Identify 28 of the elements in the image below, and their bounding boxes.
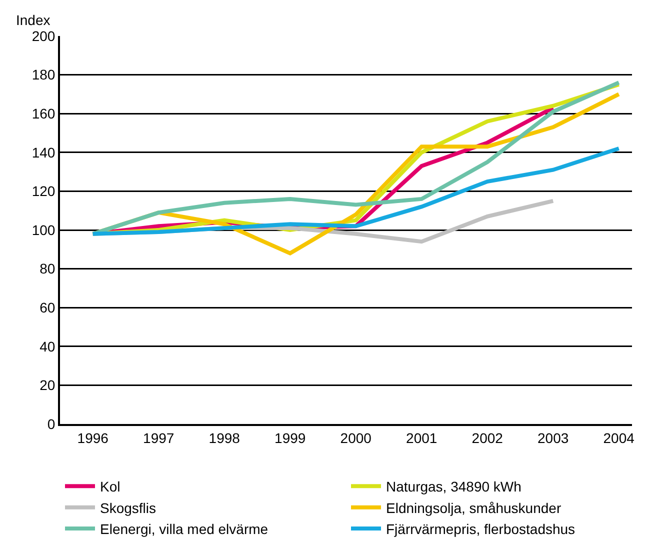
y-tick-label: 20 <box>40 377 56 394</box>
y-tick-label: 160 <box>32 106 56 122</box>
y-tick-label: 120 <box>32 183 56 200</box>
x-tick-label: 2003 <box>538 430 569 446</box>
legend-label: Kol <box>100 478 120 495</box>
x-tick-label: 1996 <box>77 430 109 446</box>
y-tick-label: 180 <box>32 66 56 83</box>
x-tick-label: 2000 <box>340 430 372 446</box>
y-tick-label: 100 <box>32 222 56 238</box>
y-tick-label: 200 <box>32 28 56 44</box>
y-tick-label: 140 <box>32 144 56 160</box>
legend-label: Eldningsolja, småhuskunder <box>386 500 562 516</box>
y-tick-label: 0 <box>47 416 56 432</box>
x-tick-label: 1997 <box>143 430 174 446</box>
x-tick-label: 2001 <box>406 430 438 446</box>
y-tick-label: 60 <box>40 300 56 316</box>
y-tick-label: 40 <box>40 338 56 354</box>
x-tick-label: 1999 <box>274 430 306 446</box>
legend-label: Naturgas, 34890 kWh <box>386 478 522 495</box>
x-tick-label: 2002 <box>472 430 504 446</box>
legend-label: Elenergi, villa med elvärme <box>100 521 268 538</box>
legend-label: Skogsflis <box>100 500 156 516</box>
y-axis-title: Index <box>16 12 50 28</box>
line-series <box>90 146 621 236</box>
legend-label: Fjärrvärmepris, flerbostadshus <box>386 521 576 538</box>
y-tick-label: 80 <box>40 260 56 277</box>
x-tick-label: 1998 <box>208 430 240 446</box>
x-tick-label: 2004 <box>603 430 635 446</box>
